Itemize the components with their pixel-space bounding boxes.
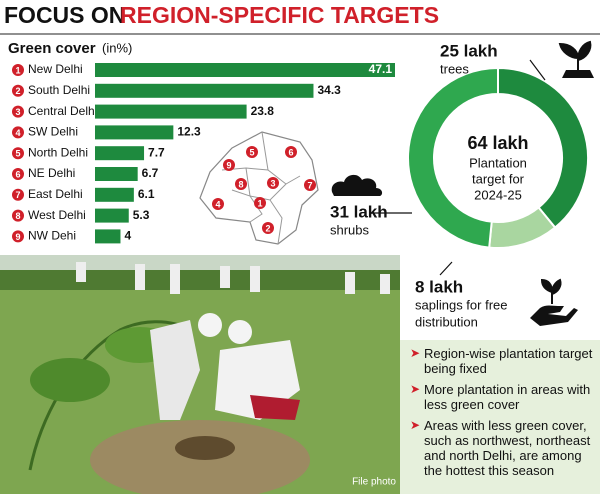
rank-marker — [12, 209, 24, 222]
map-marker — [267, 177, 279, 189]
bullet-list: Region-wise plantation target being fixe… — [400, 340, 600, 494]
map-number: 8 — [238, 179, 243, 189]
bar — [95, 63, 395, 77]
map-number: 1 — [257, 198, 262, 208]
bar — [95, 83, 314, 98]
category-label: East Delhi — [28, 187, 83, 201]
bar-title: Green cover — [8, 40, 96, 57]
rank-marker — [12, 147, 24, 160]
segment-name: saplings for free — [415, 297, 508, 312]
map-number: 9 — [226, 160, 231, 170]
rank-number: 9 — [15, 232, 20, 242]
category-label: New Delhi — [28, 62, 83, 76]
value-label: 23.8 — [251, 104, 275, 118]
rank-marker — [12, 230, 24, 243]
rank-marker — [12, 188, 24, 201]
bar-subtitle: (in%) — [102, 40, 132, 55]
bullet: Region-wise plantation target being fixe… — [410, 346, 594, 376]
category-label: North Delhi — [28, 145, 88, 159]
segment-name: distribution — [415, 314, 478, 329]
donut-segment — [406, 66, 499, 249]
rank-marker — [12, 84, 24, 97]
value-label: 47.1 — [369, 62, 393, 76]
bar — [95, 208, 129, 223]
value-label: 12.3 — [177, 125, 201, 139]
plant-icon — [558, 40, 594, 78]
rank-number: 8 — [15, 211, 20, 221]
center-label: 2024-25 — [474, 187, 522, 202]
title-highlight: REGION-SPECIFIC TARGETS — [120, 2, 439, 28]
map-marker — [254, 197, 266, 209]
map-number: 5 — [249, 147, 254, 157]
map-marker — [246, 146, 258, 158]
rank-marker — [12, 126, 24, 139]
map-number: 2 — [265, 223, 270, 233]
rank-number: 6 — [15, 169, 20, 179]
rank-number: 3 — [15, 107, 20, 117]
value-label: 4 — [124, 229, 131, 243]
bar — [95, 229, 121, 244]
map-marker — [285, 146, 297, 158]
category-label: Central Delhi — [28, 104, 97, 118]
center-label: Plantation — [469, 155, 527, 170]
bar — [95, 104, 247, 119]
value-label: 34.3 — [317, 83, 341, 97]
rank-number: 1 — [15, 65, 20, 75]
bar — [95, 125, 174, 140]
rank-number: 7 — [15, 190, 20, 200]
center-label: target for — [472, 171, 525, 186]
segment-name: shrubs — [330, 222, 370, 237]
category-label: NE Delhi — [28, 166, 75, 180]
value-label: 7.7 — [148, 145, 165, 159]
category-label: South Delhi — [28, 83, 90, 97]
map-marker — [235, 178, 247, 190]
category-label: West Delhi — [28, 208, 86, 222]
center-value: 64 lakh — [467, 133, 528, 153]
map-number: 6 — [288, 147, 293, 157]
rank-marker — [12, 105, 24, 118]
photo — [0, 255, 400, 494]
photo-credit: File photo — [352, 477, 396, 488]
leader-line — [439, 261, 453, 276]
bar — [95, 146, 145, 161]
rank-number: 4 — [15, 128, 20, 138]
segment-value-label: 25 lakh — [440, 41, 498, 60]
rank-number: 2 — [15, 86, 20, 96]
bar — [95, 187, 134, 202]
category-label: SW Delhi — [28, 125, 78, 139]
segment-name: trees — [440, 61, 469, 76]
category-label: NW Dehi — [28, 229, 76, 243]
map-marker — [262, 222, 274, 234]
hand-plant-icon — [530, 278, 578, 326]
map-marker — [304, 179, 316, 191]
title: FOCUS ON — [4, 2, 125, 28]
rank-marker — [12, 168, 24, 180]
value-label: 5.3 — [133, 208, 150, 222]
rank-marker — [12, 64, 24, 76]
value-label: 6.1 — [138, 187, 155, 201]
segment-value-label: 31 lakh — [330, 202, 388, 221]
bullet: Areas with less green cover, such as nor… — [410, 418, 594, 478]
shrub-icon — [331, 174, 383, 196]
map-number: 7 — [307, 180, 312, 190]
map — [199, 131, 319, 245]
bar — [95, 167, 138, 181]
map-number: 3 — [270, 178, 275, 188]
rank-number: 5 — [15, 149, 20, 159]
map-number: 4 — [215, 199, 220, 209]
bullet: More plantation in areas with less green… — [410, 382, 594, 412]
leader-line — [529, 59, 546, 81]
value-label: 6.7 — [142, 166, 159, 180]
map-marker — [223, 159, 235, 171]
segment-value-label: 8 lakh — [415, 277, 463, 296]
map-marker — [212, 198, 224, 210]
